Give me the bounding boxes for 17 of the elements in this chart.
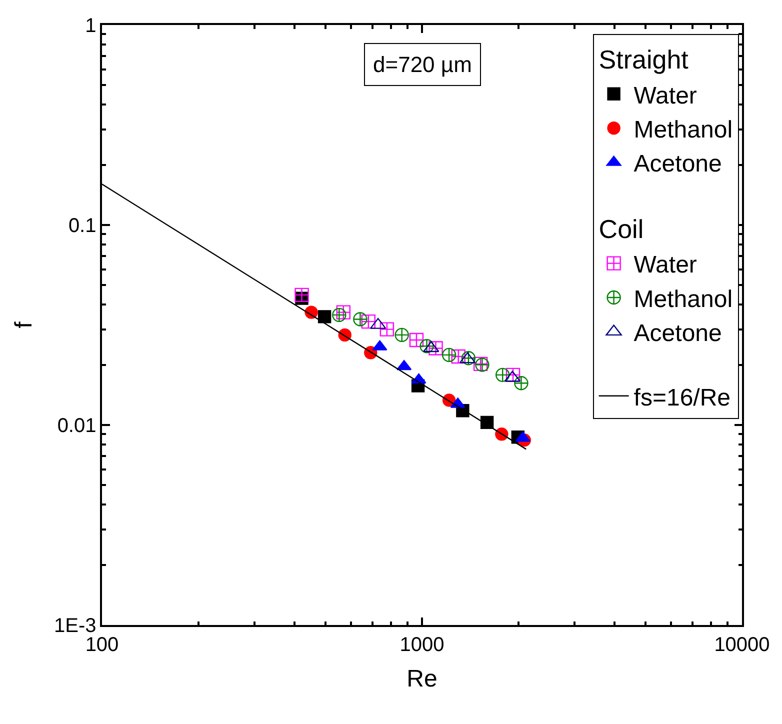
x-axis-title: Re: [406, 666, 438, 693]
annotation: Straight: [598, 44, 690, 75]
legend-label: Methanol: [634, 116, 733, 144]
annotation: Coil: [598, 214, 644, 244]
legend-label: fs=16/Re: [634, 384, 731, 412]
legend-label: Acetone: [634, 150, 722, 178]
x-tick-label: 10000: [714, 634, 770, 656]
y-axis-title: f: [10, 321, 38, 328]
legend-label: Water: [634, 82, 697, 110]
legend-label: Water: [634, 252, 697, 279]
y-tick-label: 0.01: [57, 415, 96, 437]
y-tick-label: 0.1: [68, 215, 96, 237]
y-tick-label: 1: [85, 15, 96, 37]
x-tick-label: 1000: [400, 634, 444, 656]
legend-label: Acetone: [634, 320, 722, 348]
annotation: d=720 µm: [373, 52, 472, 77]
legend-label: Methanol: [634, 286, 733, 313]
